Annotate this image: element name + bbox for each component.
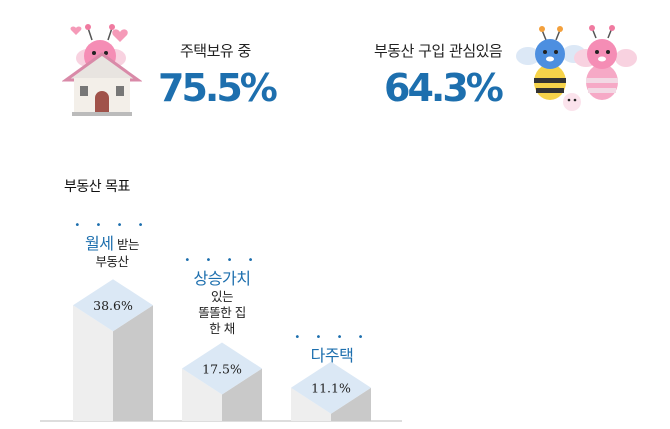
bar: 38.6% [73,279,153,421]
bar-value-label: 17.5% [202,362,242,377]
bar: 11.1% [291,361,371,421]
heart-icon [70,26,128,42]
bees-illustration [516,25,637,111]
bar-top-face [291,361,371,414]
bar: 17.5% [182,342,262,421]
bar-value-label: 38.6% [93,298,133,313]
caption-rest: 받는 [113,237,140,252]
bar-side-face [331,387,371,421]
caption-emphasis: 다주택 [310,346,354,365]
emphasis-dots: • • • • [184,255,260,266]
stat-value-house-owned: 75.5% [158,66,278,110]
stat-label-house-owned: 주택보유 중 [180,42,251,60]
emphasis-dots: • • • • [74,220,150,231]
caption-line: 한 채 [209,321,235,336]
section-title: 부동산 목표 [64,179,130,195]
house-bee-illustration [62,24,142,116]
bar-front-face [182,368,222,421]
bar-value-label: 11.1% [311,381,351,396]
caption-emphasis: 상승가치 [193,269,251,288]
caption-value-growth: • • • • 상승가치 있는 똘똘한 집 한 채 [166,255,278,337]
bar-top-face [182,342,262,395]
bar-front-face [73,305,113,421]
caption-monthly-rent: • • • • 월세 받는 부동산 [56,220,168,270]
caption-emphasis: 월세 [85,234,114,253]
stat-label-purchase-interest: 부동산 구입 관심있음 [374,42,503,60]
bar-side-face [222,368,262,421]
bar-side-face [113,305,153,421]
caption-line: 똘똘한 집 [198,305,246,320]
stat-value-purchase-interest: 64.3% [384,66,504,110]
caption-line: 부동산 [95,254,129,269]
bar-top-face [73,279,153,332]
bar-front-face [291,387,331,421]
emphasis-dots: • • • • [294,332,370,343]
caption-line: 있는 [210,289,234,304]
caption-multi-home: • • • • 다주택 [276,332,388,366]
